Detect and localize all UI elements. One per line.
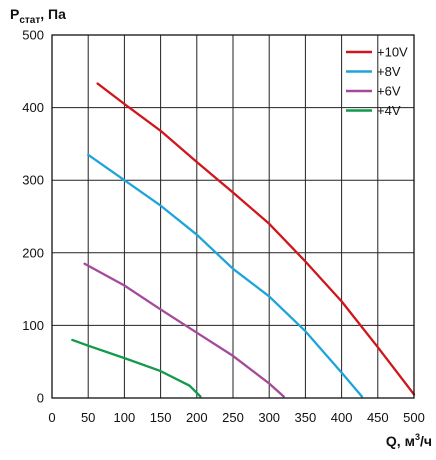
legend: +10V +8V +6V +4V [346,45,408,118]
x-tick-label-1: 50 [81,410,95,425]
y-axis-title-main: P [10,6,19,22]
x-tick-label-5: 250 [222,410,244,425]
x-axis-title-main: Q, м [386,433,415,449]
x-axis-title-unit: /ч [420,433,432,449]
y-axis-title-unit: , Па [40,6,66,22]
legend-label-1: +8V [377,64,401,79]
x-tick-labels: 0 50 100 150 200 250 300 350 400 450 500 [48,410,424,425]
x-tick-label-0: 0 [48,410,55,425]
x-tick-label-4: 200 [186,410,208,425]
x-tick-label-2: 100 [114,410,136,425]
x-tick-label-9: 450 [367,410,389,425]
legend-label-0: +10V [377,45,408,60]
y-tick-label-3: 300 [22,173,44,188]
y-tick-label-4: 400 [22,100,44,115]
y-tick-label-0: 0 [37,391,44,406]
x-tick-label-8: 400 [331,410,353,425]
y-tick-label-1: 100 [22,318,44,333]
x-axis-title: Q, м3/ч [386,432,432,449]
x-tick-label-7: 350 [295,410,317,425]
y-axis-title-subscript: стат [19,15,40,26]
series-line-1 [87,153,364,398]
series-line-3 [71,338,202,398]
series-line-0 [96,82,416,396]
legend-label-3: +4V [377,103,401,118]
x-tick-label-10: 500 [403,410,425,425]
legend-label-2: +6V [377,84,401,99]
series-lines [71,82,416,398]
x-tick-label-6: 300 [258,410,280,425]
y-tick-labels: 0 100 200 300 400 500 [22,28,44,406]
y-axis-title: Pстат, Па [10,6,66,26]
plot-frame [51,34,415,399]
x-axis-title-superscript: 3 [415,432,420,442]
y-tick-label-5: 500 [22,28,44,43]
y-tick-label-2: 200 [22,245,44,260]
series-line-2 [83,262,285,398]
x-tick-label-3: 150 [150,410,172,425]
